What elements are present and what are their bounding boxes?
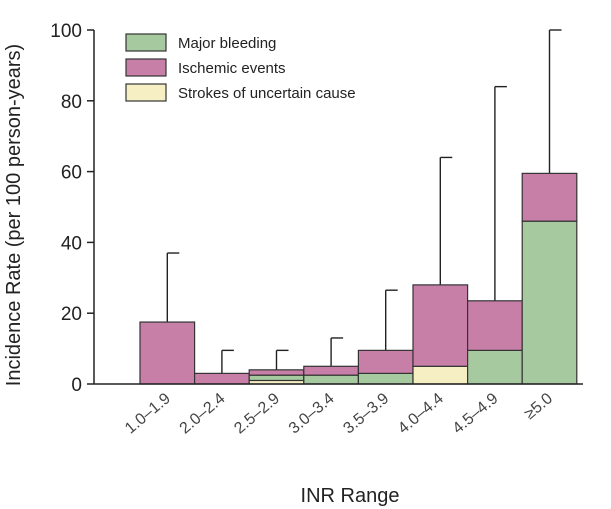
bar-segment: [357, 349, 414, 374]
x-tick-label: 2.0–2.4: [177, 390, 229, 437]
x-tick-label: 1.0–1.9: [122, 390, 174, 437]
bar-segment: [412, 365, 469, 385]
y-tick-label: 20: [61, 304, 82, 325]
error-bars: [166, 29, 562, 374]
bar-segment: [303, 374, 359, 385]
bar-segment: [248, 369, 305, 376]
legend: Major bleeding Ischemic events Strokes of …: [125, 33, 356, 102]
y-tick-label: 80: [61, 92, 82, 113]
bar-segment: [467, 349, 523, 385]
y-ticks: 0 20 40 60 80 100: [50, 21, 94, 396]
legend-swatch: [125, 33, 167, 52]
bar-segment: [139, 321, 196, 385]
axes: [93, 30, 583, 385]
legend-swatch: [125, 83, 167, 102]
x-tick-label: ≥5.0: [521, 390, 556, 423]
x-tick-label: 4.0–4.4: [395, 390, 447, 437]
bar-segment: [521, 220, 578, 385]
bar-segment: [248, 374, 305, 382]
y-tick-label: 100: [50, 21, 82, 42]
x-axis-label: INR Range: [301, 485, 400, 507]
y-tick-label: 0: [71, 375, 82, 396]
bar-segment: [303, 365, 359, 376]
y-axis-label: Incidence Rate (per 100 person-years): [3, 44, 25, 386]
legend-label: Strokes of uncertain cause: [178, 85, 356, 102]
x-tick-label: 3.5–3.9: [340, 390, 392, 437]
bar-segment: [412, 284, 469, 367]
x-tick-label: 4.5–4.9: [450, 390, 502, 437]
bar-segment: [194, 372, 250, 385]
legend-swatch: [125, 58, 167, 77]
legend-label: Ischemic events: [178, 60, 286, 77]
y-tick-label: 40: [61, 233, 82, 254]
bar-segment: [467, 300, 523, 351]
legend-label: Major bleeding: [178, 35, 276, 52]
bar-segment: [357, 372, 414, 385]
bar-segment: [521, 172, 578, 222]
bars: [139, 172, 578, 385]
x-tick-label: 2.5–2.9: [231, 390, 283, 437]
y-tick-label: 60: [61, 163, 82, 184]
x-ticks: 1.0–1.9 2.0–2.4 2.5–2.9 3.0–3.4 3.5–3.9 4.0–4…: [122, 390, 556, 437]
x-tick-label: 3.0–3.4: [286, 390, 338, 437]
